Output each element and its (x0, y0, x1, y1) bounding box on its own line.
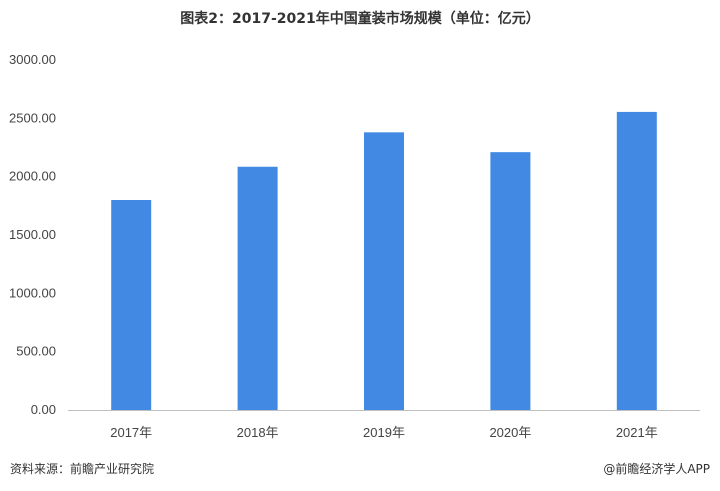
y-tick-label: 0.00 (31, 402, 56, 417)
brand-credit: @前瞻经济学人APP (603, 462, 710, 476)
y-axis-ticks: 0.00 500.00 1000.00 1500.00 2000.00 2500.00 30… (9, 52, 56, 417)
bar-3 (490, 152, 531, 410)
x-tick-label: 2021年 (616, 425, 658, 440)
x-tick-label: 2017年 (110, 425, 152, 440)
y-tick-label: 2000.00 (9, 169, 56, 184)
x-axis-ticks: 2017年 2018年 2019年 2020年 2021年 (110, 425, 658, 440)
bar-4 (616, 111, 657, 411)
y-tick-label: 1500.00 (9, 227, 56, 242)
y-tick-label: 3000.00 (9, 52, 56, 67)
chart-title: 图表2：2017-2021年中国童装市场规模（单位：亿元） (180, 11, 540, 27)
y-tick-label: 2500.00 (9, 110, 56, 125)
x-tick-label: 2019年 (363, 425, 405, 440)
bars (111, 111, 657, 411)
source-note: 资料来源：前瞻产业研究院 (10, 462, 155, 476)
x-tick-label: 2018年 (237, 425, 279, 440)
bar-0 (111, 200, 152, 410)
x-tick-label: 2020年 (489, 425, 531, 440)
y-tick-label: 1000.00 (9, 285, 56, 300)
bar-1 (237, 166, 278, 410)
y-tick-label: 500.00 (16, 344, 56, 359)
bar-2 (364, 132, 404, 411)
